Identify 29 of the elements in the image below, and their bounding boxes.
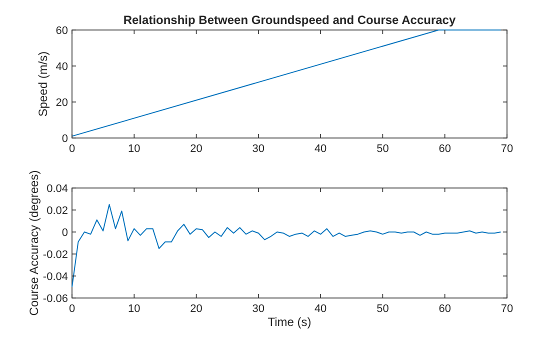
x-tick-label: 10 (128, 303, 140, 315)
x-tick-label: 10 (128, 143, 140, 155)
x-tick-label: 60 (438, 303, 451, 315)
chart-title: Relationship Between Groundspeed and Course Accuracy (123, 13, 456, 27)
x-tick-label: 30 (252, 143, 265, 155)
x-tick-label: 30 (252, 303, 265, 315)
x-tick-label: 50 (376, 303, 389, 315)
x-tick-label: 70 (500, 143, 514, 155)
y-tick-label: -0.04 (42, 271, 68, 283)
y-tick-label: 60 (56, 25, 68, 37)
x-tick-label: 40 (314, 303, 327, 315)
x-tick-label: 70 (500, 303, 514, 315)
y-tick-label: -0.02 (42, 249, 68, 261)
y-tick-label: 40 (56, 61, 68, 73)
x-tick-label: 20 (190, 303, 202, 315)
y-tick-label: 0.02 (46, 205, 68, 217)
y-axis-title: Course Accuracy (degrees) (27, 170, 41, 316)
y-tick-label: 0 (62, 227, 68, 239)
line-series (72, 204, 502, 288)
y-tick-label: 0 (62, 133, 68, 145)
x-tick-label: 40 (314, 143, 327, 155)
x-axis-title: Time (s) (268, 315, 312, 329)
x-tick-label: 60 (438, 143, 451, 155)
x-tick-label: 50 (376, 143, 389, 155)
x-tick-label: 20 (190, 143, 202, 155)
y-tick-label: -0.06 (42, 293, 68, 305)
y-tick-label: 0.04 (46, 183, 68, 195)
y-axis-title: Speed (m/s) (36, 51, 50, 117)
y-tick-label: 20 (56, 97, 68, 109)
